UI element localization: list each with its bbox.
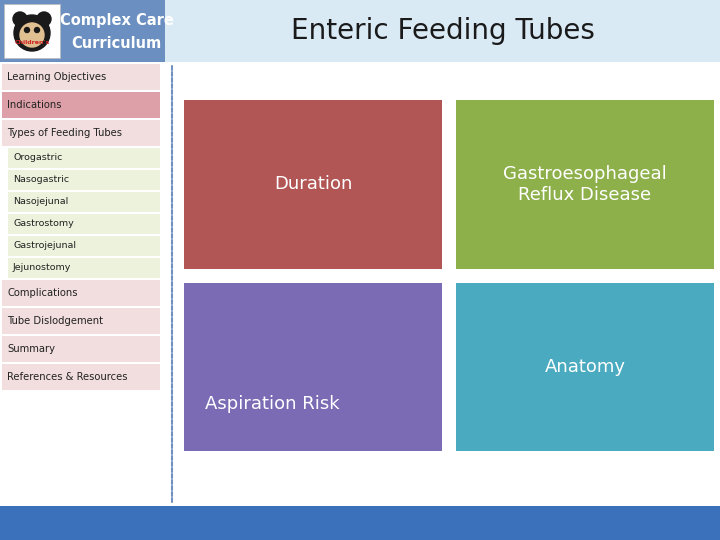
FancyBboxPatch shape	[8, 170, 160, 190]
FancyBboxPatch shape	[8, 214, 160, 234]
FancyBboxPatch shape	[2, 120, 160, 146]
Circle shape	[20, 23, 44, 47]
FancyBboxPatch shape	[4, 4, 60, 58]
FancyBboxPatch shape	[456, 100, 714, 268]
FancyBboxPatch shape	[184, 100, 442, 268]
Circle shape	[37, 12, 51, 26]
Circle shape	[35, 28, 40, 32]
FancyBboxPatch shape	[184, 282, 442, 451]
Text: Tube Dislodgement: Tube Dislodgement	[7, 316, 103, 326]
Text: Anatomy: Anatomy	[544, 357, 626, 376]
Text: Nasojejunal: Nasojejunal	[13, 198, 68, 206]
Text: Learning Objectives: Learning Objectives	[7, 72, 107, 82]
Circle shape	[24, 28, 30, 32]
FancyBboxPatch shape	[2, 308, 160, 334]
FancyBboxPatch shape	[8, 148, 160, 168]
FancyBboxPatch shape	[456, 282, 714, 451]
FancyBboxPatch shape	[2, 92, 160, 118]
FancyBboxPatch shape	[0, 506, 720, 540]
FancyBboxPatch shape	[0, 0, 165, 62]
Text: Gastroesophageal
Reflux Disease: Gastroesophageal Reflux Disease	[503, 165, 667, 204]
FancyBboxPatch shape	[8, 236, 160, 256]
Text: Complications: Complications	[7, 288, 78, 298]
Text: Gastrojejunal: Gastrojejunal	[13, 241, 76, 251]
FancyBboxPatch shape	[0, 0, 720, 62]
FancyBboxPatch shape	[8, 192, 160, 212]
Circle shape	[14, 15, 50, 51]
Text: Types of Feeding Tubes: Types of Feeding Tubes	[7, 128, 122, 138]
Text: Nasogastric: Nasogastric	[13, 176, 69, 185]
Text: Enteric Feeding Tubes: Enteric Feeding Tubes	[291, 17, 595, 45]
Text: Summary: Summary	[7, 344, 55, 354]
Text: Orogastric: Orogastric	[13, 153, 63, 163]
FancyBboxPatch shape	[2, 336, 160, 362]
FancyBboxPatch shape	[8, 258, 160, 278]
Text: References & Resources: References & Resources	[7, 372, 127, 382]
FancyBboxPatch shape	[2, 364, 160, 390]
Text: Indications: Indications	[7, 100, 61, 110]
Text: Children's: Children's	[14, 39, 50, 44]
Text: Aspiration Risk: Aspiration Risk	[204, 395, 339, 413]
Text: Curriculum: Curriculum	[71, 36, 161, 51]
FancyBboxPatch shape	[2, 64, 160, 90]
Circle shape	[13, 12, 27, 26]
Text: Gastrostomy: Gastrostomy	[13, 219, 73, 228]
Text: Duration: Duration	[274, 176, 352, 193]
FancyBboxPatch shape	[2, 280, 160, 306]
Text: Jejunostomy: Jejunostomy	[13, 264, 71, 273]
Text: Complex Care: Complex Care	[60, 13, 174, 28]
